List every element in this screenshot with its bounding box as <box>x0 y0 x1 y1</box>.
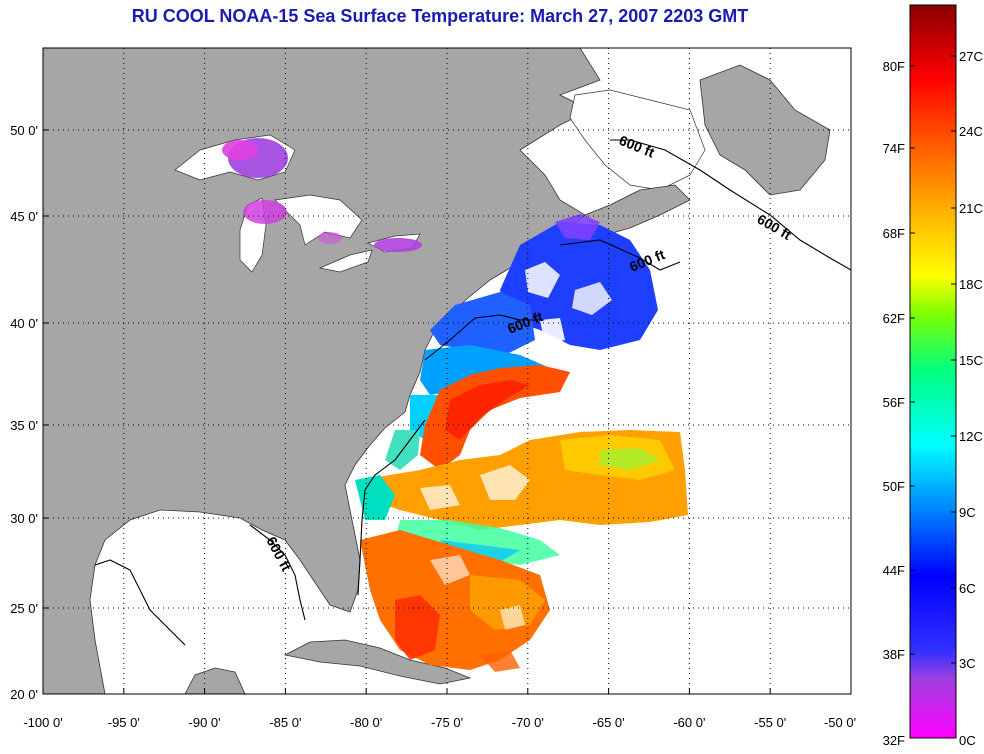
celsius-label: 3C <box>959 656 976 671</box>
fahrenheit-label: 74F <box>883 141 905 156</box>
north-america-land <box>43 48 601 694</box>
lon-tick-label: -55 0' <box>754 715 786 730</box>
lat-tick-label: 50 0' <box>10 123 38 138</box>
cuba-land <box>283 639 472 685</box>
lon-tick-label: -80 0' <box>350 715 382 730</box>
yucatan-land <box>184 667 246 694</box>
lat-tick-label: 35 0' <box>10 418 38 433</box>
lat-tick-label: 40 0' <box>10 316 38 331</box>
lon-tick-label: -95 0' <box>108 715 140 730</box>
celsius-label: 12C <box>959 429 983 444</box>
lat-tick-label: 25 0' <box>10 601 38 616</box>
fahrenheit-label: 32F <box>883 733 905 748</box>
lon-tick-label: -90 0' <box>189 715 221 730</box>
celsius-label: 24C <box>959 124 983 139</box>
lat-tick-label: 45 0' <box>10 209 38 224</box>
lake-erie <box>318 249 373 273</box>
celsius-label: 6C <box>959 581 976 596</box>
celsius-label: 0C <box>959 733 976 748</box>
celsius-label: 15C <box>959 353 983 368</box>
lon-tick-label: -100 0' <box>23 715 62 730</box>
fahrenheit-label: 68F <box>883 226 905 241</box>
lat-tick-label: 20 0' <box>10 687 38 702</box>
fahrenheit-label: 38F <box>883 647 905 662</box>
gulf-st-lawrence <box>569 89 706 191</box>
tick-marks <box>42 129 852 695</box>
celsius-label: 21C <box>959 201 983 216</box>
fahrenheit-label: 56F <box>883 395 905 410</box>
lake-huron <box>274 194 363 246</box>
celsius-label: 18C <box>959 277 983 292</box>
lon-tick-label: -60 0' <box>673 715 705 730</box>
lon-tick-label: -65 0' <box>593 715 625 730</box>
lon-tick-label: -85 0' <box>269 715 301 730</box>
lon-tick-label: -75 0' <box>431 715 463 730</box>
fahrenheit-label: 44F <box>883 563 905 578</box>
celsius-label: 9C <box>959 505 976 520</box>
isobath-lines <box>94 139 851 646</box>
lat-tick-label: 30 0' <box>10 511 38 526</box>
sst-overlay <box>222 138 688 672</box>
colorbar-ticks <box>910 55 956 664</box>
lon-tick-label: -70 0' <box>512 715 544 730</box>
map-title: RU COOL NOAA-15 Sea Surface Temperature:… <box>131 6 749 26</box>
fahrenheit-label: 80F <box>883 59 905 74</box>
celsius-label: 27C <box>959 49 983 64</box>
fahrenheit-label: 50F <box>883 479 905 494</box>
lon-tick-label: -50 0' <box>824 715 856 730</box>
fahrenheit-label: 62F <box>883 311 905 326</box>
colorbar-gradient <box>909 4 957 739</box>
newfoundland-land <box>699 64 831 196</box>
